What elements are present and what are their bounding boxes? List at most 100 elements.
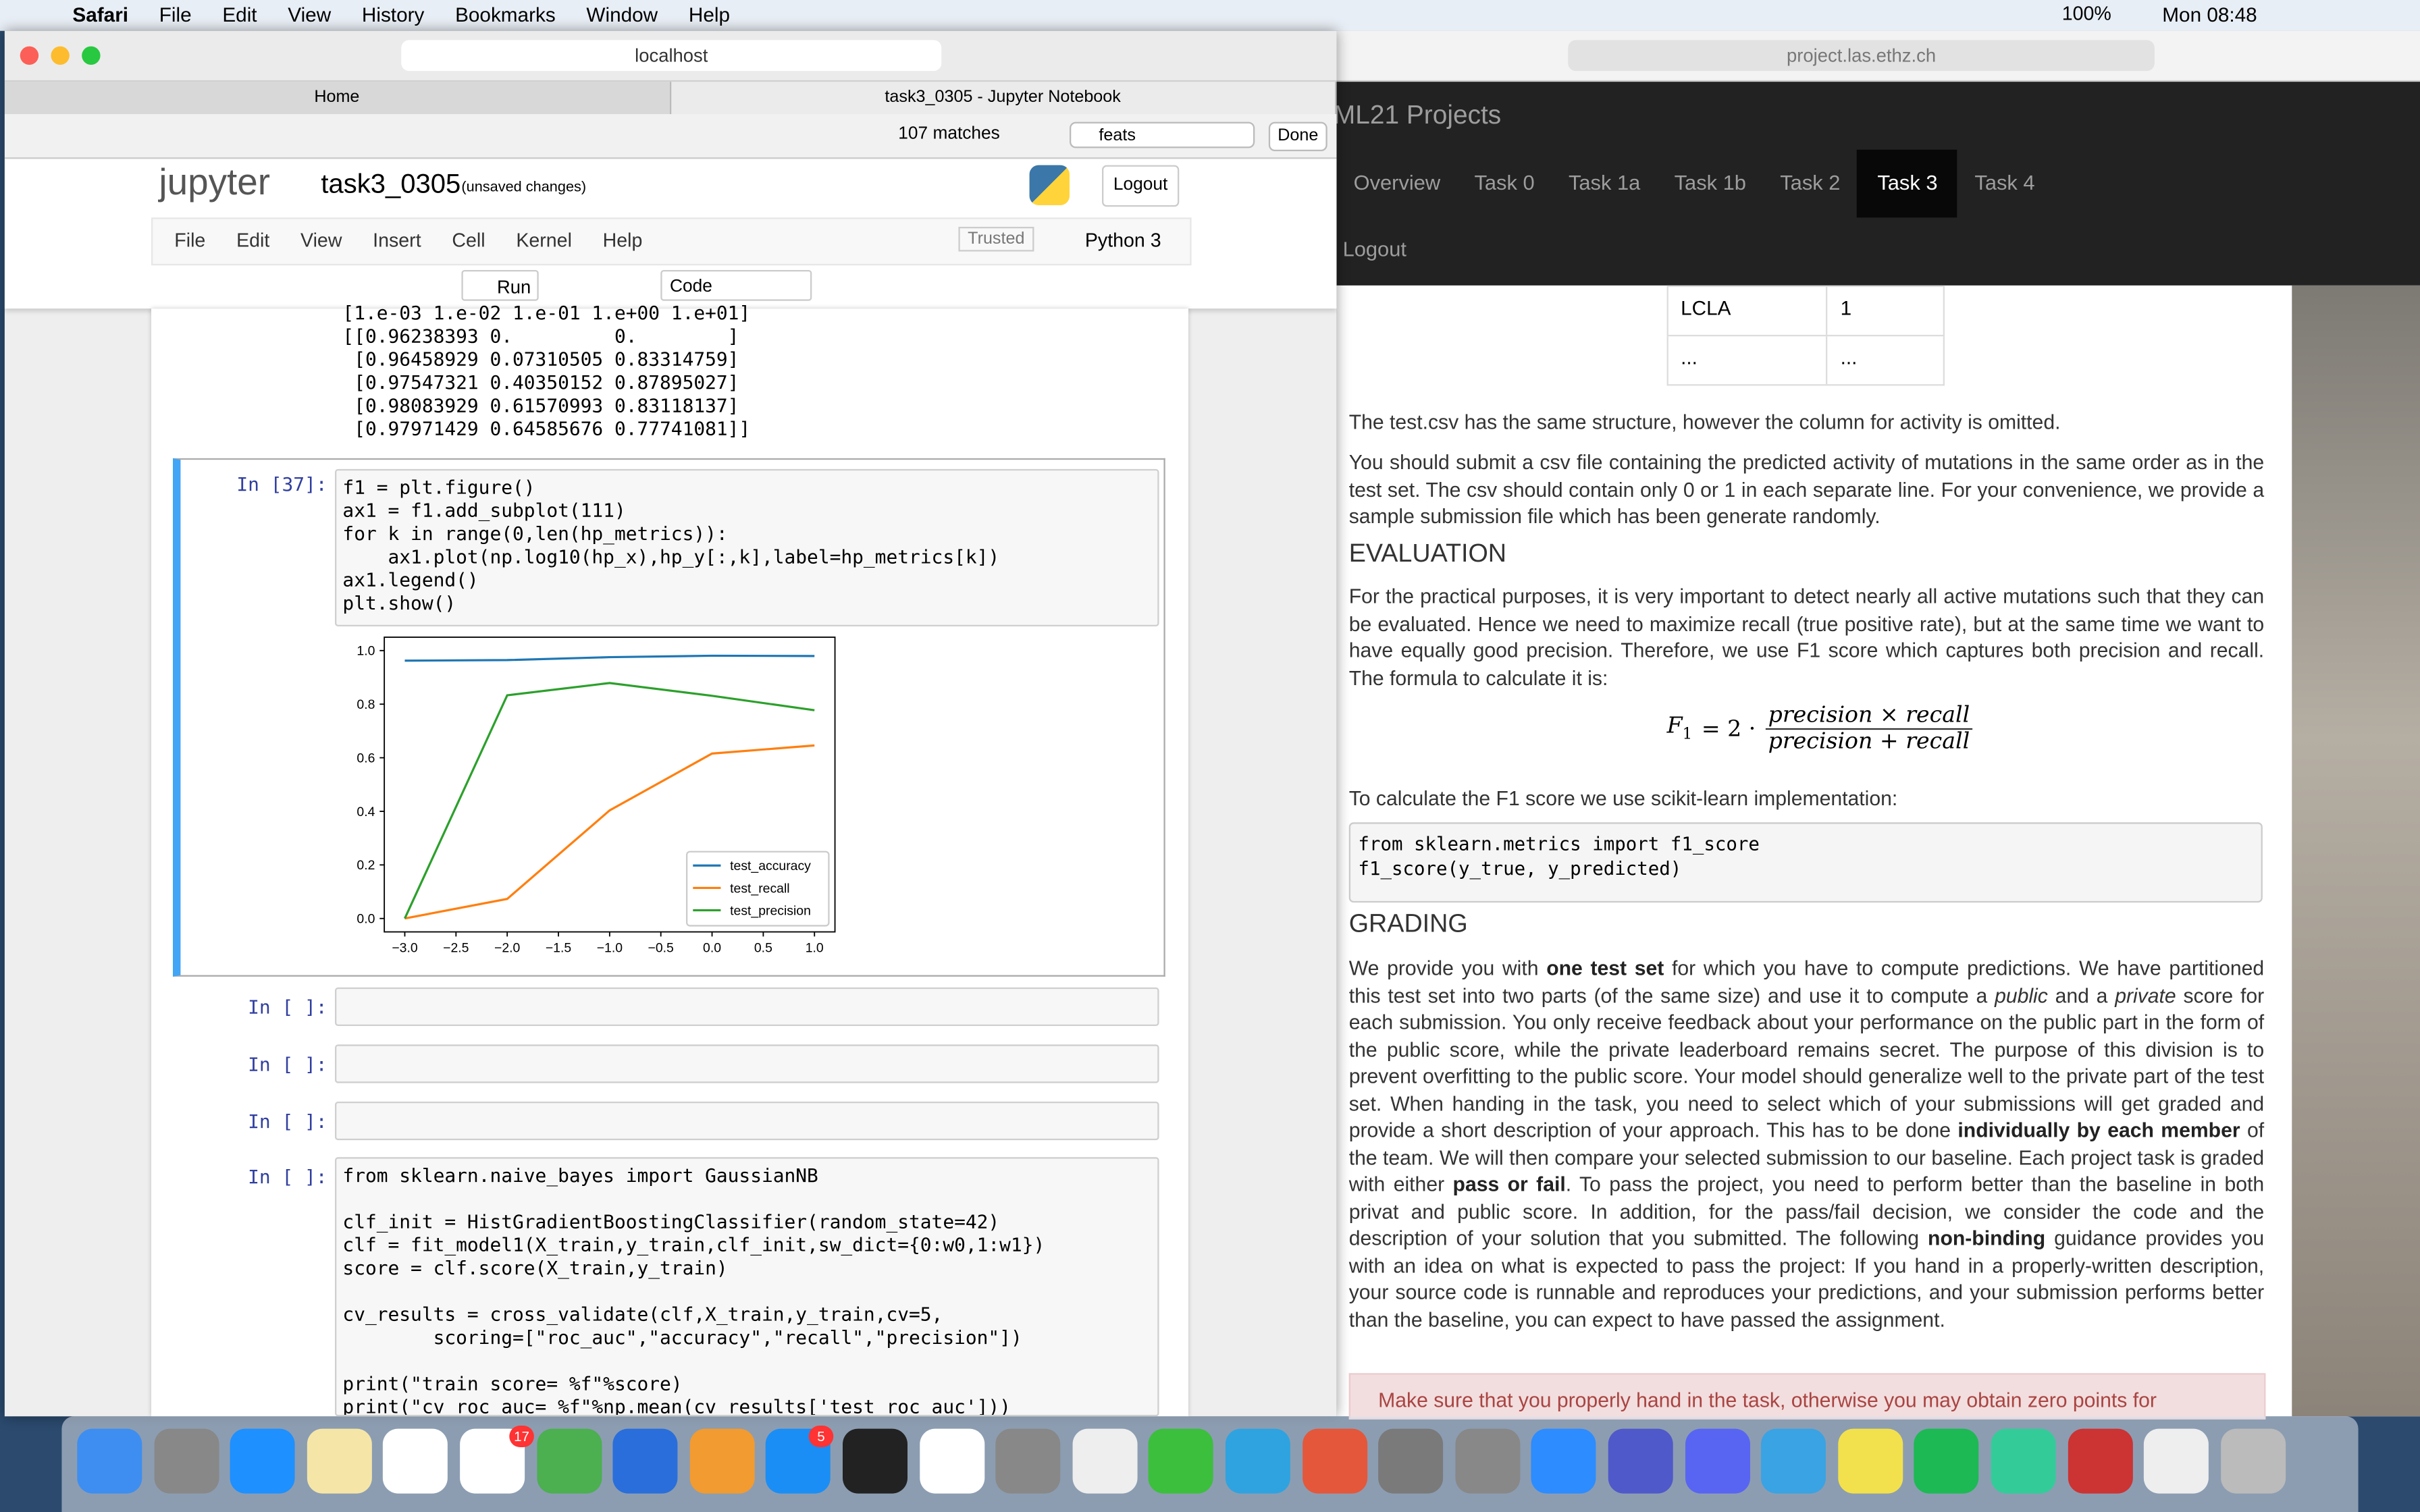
address-bar[interactable]: project.las.ethz.ch: [1568, 40, 2155, 72]
zoom-button[interactable]: [82, 46, 101, 65]
dock-icon[interactable]: [842, 1428, 908, 1494]
dock-icon[interactable]: [383, 1428, 448, 1494]
battery[interactable]: 100%: [2061, 3, 2111, 25]
nav-tab[interactable]: Task 1b: [1674, 171, 1746, 194]
menu-item[interactable]: Edit: [222, 3, 257, 26]
table-cell: 1: [1840, 296, 1852, 320]
prompt: In [ ]:: [248, 1166, 327, 1188]
output-line: [1.e-03 1.e-02 1.e-01 1.e+00 1.e+01]: [342, 302, 751, 324]
dock-icon[interactable]: [1378, 1428, 1444, 1494]
dock-icon[interactable]: [307, 1428, 372, 1494]
code-input[interactable]: [334, 1044, 1159, 1083]
dock-icon[interactable]: [1837, 1428, 1903, 1494]
code-line: f1 = plt.figure(): [342, 477, 535, 499]
prompt: In [ ]:: [248, 1054, 327, 1076]
dock-icon[interactable]: [1302, 1428, 1367, 1494]
dock-icon[interactable]: [919, 1428, 984, 1494]
menu-item[interactable]: Cell: [452, 230, 485, 252]
dock-icon[interactable]: [1991, 1428, 2056, 1494]
brand[interactable]: ML21 Projects: [1333, 100, 1502, 130]
menu-item[interactable]: View: [300, 230, 342, 252]
run-button[interactable]: Run: [461, 269, 539, 301]
nav-tab[interactable]: Task 4: [1974, 171, 2035, 194]
paragraph: We provide you with one test set for whi…: [1349, 955, 2264, 1333]
dock-icon[interactable]: [612, 1428, 678, 1494]
close-button[interactable]: [20, 46, 39, 65]
dock-icon[interactable]: [1454, 1428, 1520, 1494]
dock-icon[interactable]: [2144, 1428, 2209, 1494]
table-cell: ...: [1840, 345, 1858, 369]
text-run: of the team. We will then compare your s…: [1348, 1118, 2265, 1196]
find-bar: 107 matches feats Done: [4, 114, 1337, 159]
logout-button[interactable]: Logout: [1101, 165, 1180, 207]
dock-icon[interactable]: [536, 1428, 602, 1494]
menu-bar: File Edit View Insert Cell Kernel Help Trusted…: [151, 217, 1192, 266]
code-input[interactable]: f1 = plt.figure() ax1 = f1.add_subplot(11…: [334, 468, 1159, 626]
dock-icon[interactable]: [1531, 1428, 1597, 1494]
address-bar[interactable]: localhost: [401, 40, 942, 72]
output-line: [0.98083929 0.61570993 0.83118137]: [342, 395, 739, 417]
selected-cell: [172, 458, 1165, 977]
table-row: ......: [1666, 336, 1945, 386]
dock-icon[interactable]: [77, 1428, 142, 1494]
code-input[interactable]: [334, 1101, 1159, 1141]
code-input[interactable]: [334, 987, 1159, 1026]
menu-item[interactable]: File: [174, 230, 206, 252]
menu-item[interactable]: View: [288, 3, 332, 26]
line-series: [404, 744, 815, 920]
minimize-button[interactable]: [51, 46, 70, 65]
fraction: precision × recall precision + recall: [1765, 703, 1973, 755]
dock-icon[interactable]: [153, 1428, 219, 1494]
menu-item[interactable]: Help: [688, 3, 730, 26]
done-button[interactable]: Done: [1268, 122, 1327, 151]
code-input[interactable]: from sklearn.naive_bayes import Gaussian…: [334, 1157, 1159, 1417]
menu-item[interactable]: Window: [586, 3, 658, 26]
dock-icon[interactable]: [1072, 1428, 1138, 1494]
x-tick-label: −2.5: [443, 940, 469, 955]
find-field[interactable]: feats: [1069, 122, 1255, 148]
nav-tab[interactable]: Task 2: [1780, 171, 1841, 194]
nav-tab[interactable]: Task 3: [1857, 149, 1958, 218]
legend-box: [685, 850, 830, 927]
table-cell: ...: [1668, 336, 1829, 385]
clock[interactable]: Mon 08:48: [2162, 3, 2257, 26]
tab[interactable]: task3_0305 - Jupyter Notebook: [670, 82, 1337, 115]
dock-icon[interactable]: [1761, 1428, 1826, 1494]
denominator: precision + recall: [1768, 730, 1970, 755]
code-line: ax1 = f1.add_subplot(111): [342, 500, 626, 522]
trusted[interactable]: Trusted: [958, 226, 1034, 252]
dock-icon[interactable]: [1608, 1428, 1673, 1494]
text-run: one test set: [1546, 956, 1664, 980]
code-line: from sklearn.naive_bayes import Gaussian…: [342, 1164, 818, 1187]
menu-item[interactable]: File: [159, 3, 192, 26]
dock-icon[interactable]: [2067, 1428, 2132, 1494]
dock-icon[interactable]: [2220, 1428, 2286, 1494]
dock-icon[interactable]: [1225, 1428, 1290, 1494]
nav-tab[interactable]: Task 0: [1474, 171, 1535, 194]
nav-tab[interactable]: Task 1a: [1568, 171, 1641, 194]
navbar: ML21 Projects Overview Task 0 Task 1a Task …: [1333, 82, 2420, 286]
app-name[interactable]: Safari: [72, 3, 129, 26]
menu-item[interactable]: Kernel: [516, 230, 572, 252]
menu-item[interactable]: Bookmarks: [455, 3, 556, 26]
nav-tab[interactable]: Overview: [1353, 171, 1441, 194]
notebook-name[interactable]: task3_0305: [321, 168, 461, 199]
menu-item[interactable]: Insert: [373, 230, 421, 252]
cell-type-select[interactable]: Code: [660, 269, 812, 301]
heading: EVALUATION: [1348, 539, 1507, 568]
dock-icon[interactable]: [230, 1428, 295, 1494]
jupyter-logo[interactable]: jupyter: [159, 161, 271, 204]
dock-icon[interactable]: [1914, 1428, 1980, 1494]
menu-item[interactable]: History: [361, 3, 425, 26]
menu-item[interactable]: Help: [602, 230, 643, 252]
code-line: cv_results = cross_validate(clf,X_train,…: [342, 1303, 943, 1326]
nav-logout[interactable]: Logout: [1342, 237, 1406, 261]
kernel-name: Python 3: [1084, 230, 1161, 252]
dock-icon[interactable]: [1685, 1428, 1750, 1494]
menu-item[interactable]: Edit: [236, 230, 270, 252]
dock-icon[interactable]: [689, 1428, 755, 1494]
dock-icon[interactable]: [1149, 1428, 1214, 1494]
tab[interactable]: Home: [5, 82, 671, 115]
dock-icon[interactable]: [995, 1428, 1061, 1494]
x-tick-label: −0.5: [648, 940, 674, 955]
